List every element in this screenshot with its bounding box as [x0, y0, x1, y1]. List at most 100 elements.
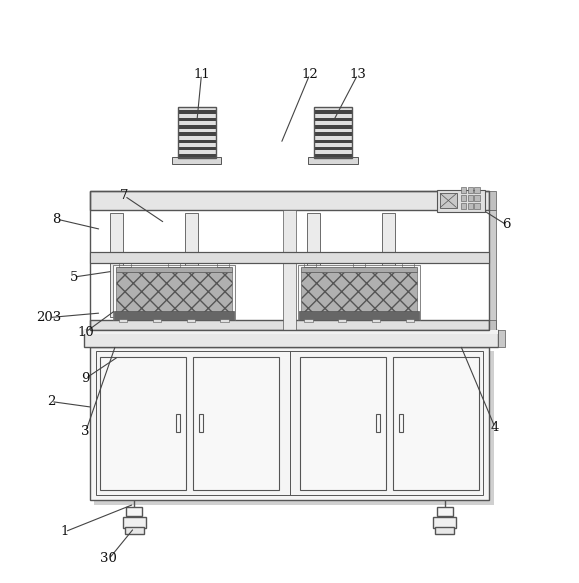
Bar: [314, 129, 351, 132]
Bar: [467, 195, 473, 201]
Bar: [437, 189, 485, 212]
Bar: [178, 114, 215, 118]
Bar: [301, 267, 417, 272]
Text: 4: 4: [491, 421, 499, 434]
Bar: [314, 136, 351, 139]
Bar: [125, 526, 144, 533]
Bar: [90, 252, 489, 263]
Text: 12: 12: [302, 68, 318, 81]
Bar: [178, 147, 215, 150]
Bar: [314, 121, 351, 125]
Bar: [461, 195, 466, 201]
Bar: [90, 320, 489, 331]
Bar: [217, 263, 229, 267]
Bar: [308, 157, 357, 164]
Text: 13: 13: [349, 68, 367, 81]
Bar: [168, 263, 180, 267]
Text: 1: 1: [61, 525, 69, 538]
Bar: [498, 331, 505, 346]
Bar: [314, 125, 351, 129]
Bar: [123, 517, 146, 528]
Bar: [301, 272, 417, 312]
Bar: [304, 263, 316, 267]
Text: 7: 7: [120, 189, 129, 202]
Bar: [84, 331, 498, 333]
Bar: [489, 210, 496, 331]
Bar: [94, 351, 494, 504]
Bar: [299, 311, 419, 320]
Bar: [314, 154, 351, 158]
Text: 2: 2: [47, 395, 55, 408]
Text: 203: 203: [36, 311, 62, 324]
Bar: [90, 346, 489, 500]
Text: 3: 3: [82, 425, 90, 438]
Bar: [126, 507, 142, 516]
Text: 30: 30: [100, 553, 118, 566]
Bar: [467, 187, 473, 194]
Bar: [314, 107, 351, 158]
Bar: [489, 320, 496, 331]
Bar: [178, 107, 215, 110]
Bar: [186, 319, 195, 322]
Bar: [300, 357, 386, 490]
Bar: [178, 132, 215, 136]
Bar: [314, 143, 351, 147]
Bar: [100, 357, 186, 490]
Bar: [314, 114, 351, 118]
Bar: [221, 319, 229, 322]
Bar: [440, 194, 457, 208]
Bar: [433, 517, 456, 528]
Bar: [199, 414, 203, 433]
Bar: [298, 265, 420, 320]
Bar: [314, 107, 351, 110]
Bar: [84, 331, 498, 346]
Bar: [114, 311, 233, 320]
Bar: [193, 357, 279, 490]
Text: 6: 6: [503, 219, 511, 231]
Bar: [398, 414, 403, 433]
Bar: [178, 136, 215, 139]
Bar: [314, 147, 351, 150]
Bar: [178, 121, 215, 125]
Bar: [353, 263, 365, 267]
Bar: [437, 507, 453, 516]
Bar: [314, 132, 351, 136]
Bar: [393, 357, 479, 490]
Bar: [178, 154, 215, 158]
Text: 11: 11: [193, 68, 210, 81]
Bar: [402, 263, 414, 267]
Bar: [372, 319, 380, 322]
Bar: [178, 150, 215, 154]
Bar: [474, 203, 480, 209]
Bar: [178, 139, 215, 143]
Bar: [461, 203, 466, 209]
Bar: [376, 414, 380, 433]
Bar: [461, 187, 466, 194]
Bar: [314, 110, 351, 114]
Bar: [116, 272, 232, 312]
Bar: [178, 118, 215, 121]
Bar: [178, 125, 215, 129]
Bar: [338, 319, 346, 322]
Bar: [307, 213, 320, 317]
Bar: [435, 526, 454, 533]
Text: 9: 9: [82, 372, 90, 385]
Bar: [90, 191, 489, 331]
Bar: [176, 414, 181, 433]
Bar: [96, 351, 483, 496]
Bar: [153, 319, 161, 322]
Bar: [178, 107, 215, 158]
Bar: [283, 210, 296, 331]
Bar: [406, 319, 414, 322]
Bar: [314, 118, 351, 121]
Bar: [474, 195, 480, 201]
Bar: [113, 265, 234, 320]
Bar: [467, 203, 473, 209]
Bar: [474, 187, 480, 194]
Bar: [119, 263, 131, 267]
Bar: [489, 191, 496, 210]
Bar: [314, 150, 351, 154]
Bar: [178, 143, 215, 147]
Bar: [116, 267, 232, 272]
Bar: [304, 319, 313, 322]
